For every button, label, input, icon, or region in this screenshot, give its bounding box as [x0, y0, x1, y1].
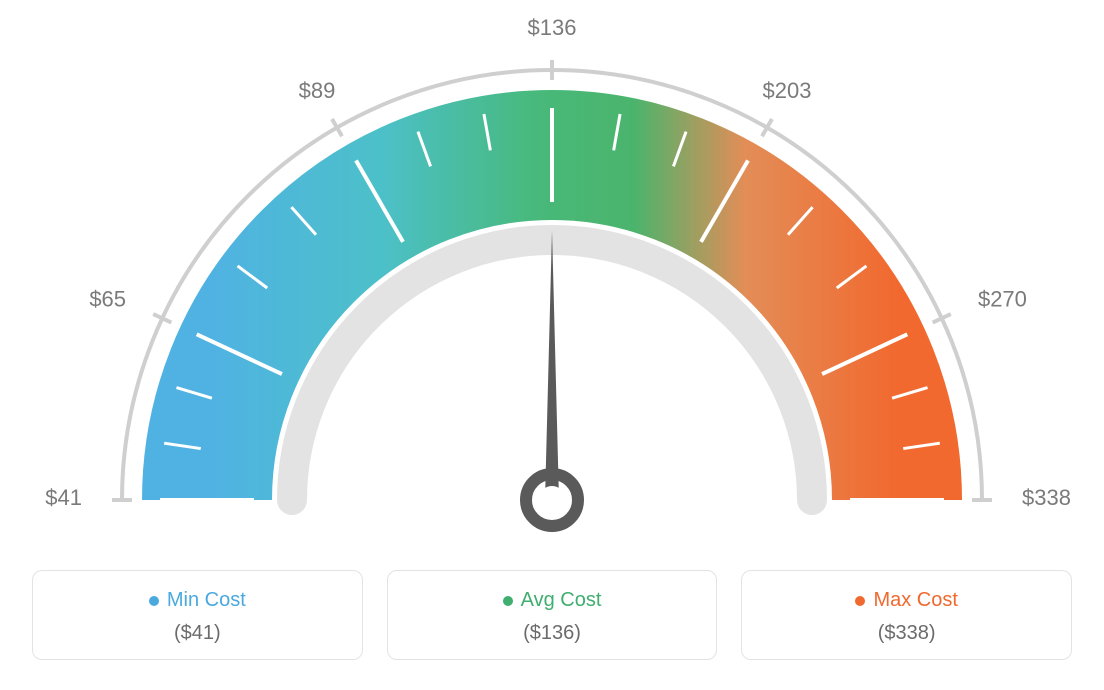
legend-max-top: Max Cost [855, 589, 957, 612]
legend-avg-value: ($136) [523, 622, 581, 645]
legend-min-label: Min Cost [167, 589, 246, 612]
legend-card-max: Max Cost ($338) [741, 570, 1072, 660]
dot-icon [149, 596, 159, 606]
gauge-tick-label: $338 [1022, 485, 1071, 510]
legend-card-min: Min Cost ($41) [32, 570, 363, 660]
legend-min-value: ($41) [174, 622, 221, 645]
legend-max-label: Max Cost [873, 589, 957, 612]
gauge-tick-label: $270 [978, 286, 1027, 311]
legend-avg-label: Avg Cost [521, 589, 602, 612]
gauge-needle [545, 230, 559, 500]
gauge-tick-label: $41 [45, 485, 82, 510]
gauge-tick-label: $136 [528, 15, 577, 40]
dot-icon [503, 596, 513, 606]
legend-row: Min Cost ($41) Avg Cost ($136) Max Cost … [32, 570, 1072, 660]
gauge-tick-label: $203 [763, 78, 812, 103]
dot-icon [855, 596, 865, 606]
gauge-svg: $41 $65 $89 $136 $203 $270 $338 [0, 0, 1104, 560]
gauge-needle-hub-inner [538, 486, 566, 514]
legend-max-value: ($338) [878, 622, 936, 645]
legend-avg-top: Avg Cost [503, 589, 602, 612]
legend-min-top: Min Cost [149, 589, 246, 612]
cost-gauge: $41 $65 $89 $136 $203 $270 $338 [0, 0, 1104, 560]
legend-card-avg: Avg Cost ($136) [387, 570, 718, 660]
gauge-tick-label: $89 [299, 78, 336, 103]
gauge-tick-label: $65 [89, 286, 126, 311]
